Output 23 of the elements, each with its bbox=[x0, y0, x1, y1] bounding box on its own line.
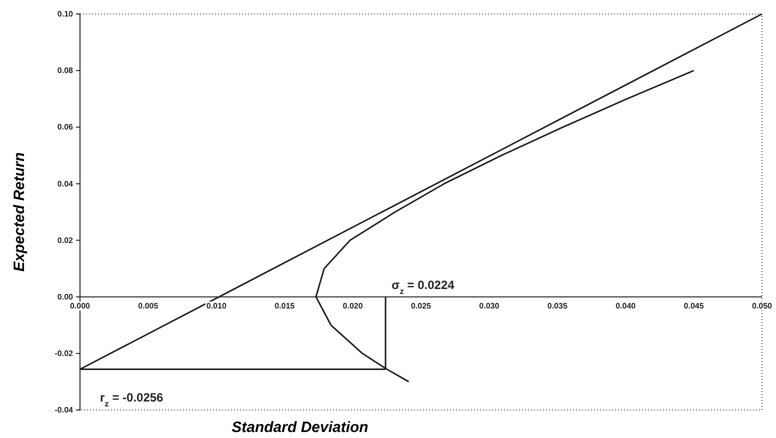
y-tick-label: 0.08 bbox=[57, 66, 74, 76]
y-tick-label: -0.02 bbox=[54, 348, 74, 358]
x-axis-title: Standard Deviation bbox=[232, 419, 368, 436]
x-tick-label: 0.030 bbox=[479, 302, 500, 311]
x-tick-label: 0.000 bbox=[70, 302, 91, 311]
x-tick-label: 0.045 bbox=[684, 302, 704, 311]
y-tick-label: -0.04 bbox=[54, 406, 74, 415]
x-tick-label: 0.025 bbox=[410, 302, 432, 311]
y-tick-label: 0.10 bbox=[57, 10, 74, 19]
annotation: σ$_{z}$ = 0.0224 bbox=[392, 278, 455, 296]
x-tick-label: 0.050 bbox=[752, 302, 773, 311]
x-tick-label: 0.020 bbox=[342, 302, 364, 311]
y-axis-title: Expected Return bbox=[11, 152, 28, 272]
x-tick-label: 0.015 bbox=[274, 302, 296, 311]
x-tick-label: 0.005 bbox=[138, 302, 159, 311]
y-tick-label: 0.04 bbox=[57, 179, 74, 188]
y-tick-label: 0.06 bbox=[57, 122, 74, 132]
y-tick-label: 0.02 bbox=[57, 236, 74, 245]
y-tick-label: 0.00 bbox=[57, 292, 74, 302]
x-tick-label: 0.040 bbox=[616, 302, 636, 311]
x-tick-label: 0.010 bbox=[206, 302, 227, 311]
x-tick-label: 0.035 bbox=[547, 302, 568, 311]
annotation: r$_{z}$ = -0.0256 bbox=[100, 390, 164, 408]
